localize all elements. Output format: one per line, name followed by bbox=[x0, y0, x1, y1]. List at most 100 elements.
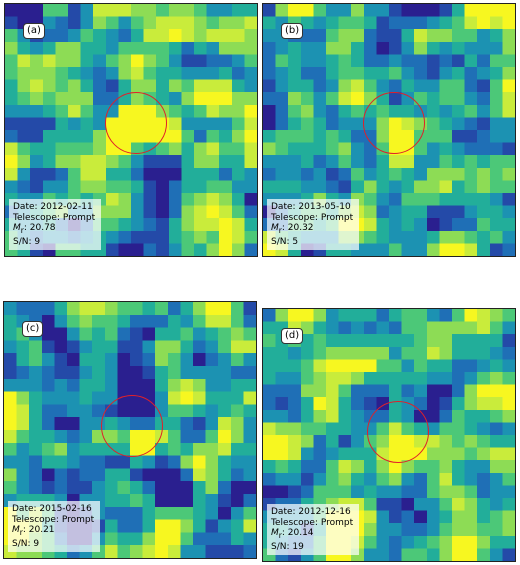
image-pixel bbox=[143, 79, 157, 93]
image-pixel bbox=[155, 494, 169, 508]
image-pixel bbox=[489, 535, 503, 549]
image-pixel bbox=[477, 321, 491, 335]
image-pixel bbox=[230, 366, 244, 380]
image-pixel bbox=[167, 494, 181, 508]
image-pixel bbox=[16, 391, 30, 405]
image-pixel bbox=[92, 391, 106, 405]
image-pixel bbox=[389, 180, 402, 194]
image-pixel bbox=[452, 167, 465, 181]
image-pixel bbox=[489, 104, 503, 118]
image-pixel bbox=[194, 243, 207, 256]
image-pixel bbox=[206, 193, 220, 206]
image-pixel bbox=[439, 29, 453, 43]
image-pixel bbox=[156, 41, 170, 55]
image-pixel bbox=[275, 92, 289, 106]
image-pixel bbox=[477, 142, 491, 156]
image-pixel bbox=[244, 180, 257, 194]
image-pixel bbox=[426, 523, 440, 537]
image-pixel bbox=[326, 29, 339, 43]
image-pixel bbox=[426, 104, 440, 118]
image-pixel bbox=[231, 167, 245, 181]
image-pixel bbox=[41, 366, 55, 380]
image-pixel bbox=[326, 397, 339, 411]
image-pixel bbox=[376, 309, 390, 322]
image-pixel bbox=[131, 41, 144, 55]
image-pixel bbox=[288, 309, 302, 322]
image-pixel bbox=[439, 346, 453, 360]
image-pixel bbox=[142, 519, 156, 533]
image-pixel bbox=[502, 472, 515, 486]
image-pixel bbox=[288, 117, 302, 131]
image-pixel bbox=[502, 104, 515, 118]
image-pixel bbox=[414, 41, 428, 55]
image-pixel bbox=[464, 243, 478, 256]
image-pixel bbox=[55, 104, 69, 118]
image-pixel bbox=[230, 481, 244, 495]
image-pixel bbox=[401, 359, 415, 373]
image-pixel bbox=[230, 302, 244, 316]
image-pixel bbox=[205, 366, 219, 380]
image-pixel bbox=[42, 4, 56, 17]
image-pixel bbox=[477, 155, 491, 169]
image-pixel bbox=[104, 353, 118, 367]
image-pixel bbox=[464, 4, 478, 17]
image-pixel bbox=[181, 4, 195, 17]
image-pixel bbox=[117, 353, 131, 367]
image-pixel bbox=[55, 16, 69, 30]
panel-tag: (d) bbox=[281, 328, 304, 344]
image-pixel bbox=[401, 79, 415, 93]
image-pixel bbox=[92, 481, 106, 495]
image-pixel bbox=[131, 193, 144, 206]
image-pixel bbox=[439, 472, 453, 486]
image-pixel bbox=[288, 372, 302, 385]
image-pixel bbox=[41, 404, 55, 418]
image-pixel bbox=[92, 353, 106, 367]
image-pixel bbox=[351, 180, 365, 194]
image-pixel bbox=[156, 79, 170, 93]
image-pixel bbox=[167, 302, 181, 316]
image-pixel bbox=[155, 468, 169, 482]
image-pixel bbox=[105, 54, 119, 68]
image-pixel bbox=[389, 472, 402, 486]
image-pixel bbox=[502, 79, 515, 93]
image-pixel bbox=[452, 205, 465, 219]
image-pixel bbox=[118, 16, 132, 30]
image-pixel bbox=[351, 422, 365, 436]
image-pixel bbox=[452, 384, 465, 398]
image-pixel bbox=[464, 193, 478, 206]
image-pixel bbox=[300, 309, 314, 322]
image-pixel bbox=[168, 230, 182, 244]
image-pixel bbox=[243, 468, 256, 482]
image-pixel bbox=[464, 117, 478, 131]
image-pixel bbox=[338, 321, 352, 335]
image-pixel bbox=[54, 314, 68, 328]
image-pixel bbox=[206, 54, 220, 68]
image-pixel bbox=[29, 455, 43, 469]
image-pixel bbox=[401, 205, 415, 219]
image-pixel bbox=[118, 155, 132, 169]
image-pixel bbox=[155, 340, 169, 354]
image-pixel bbox=[426, 167, 440, 181]
image-pixel bbox=[477, 4, 491, 17]
image-pixel bbox=[502, 535, 515, 549]
image-pixel bbox=[130, 340, 143, 354]
image-pixel bbox=[93, 41, 107, 55]
image-pixel bbox=[193, 468, 206, 482]
image-pixel bbox=[143, 67, 157, 80]
image-pixel bbox=[41, 442, 55, 456]
image-pixel bbox=[30, 117, 44, 131]
image-pixel bbox=[263, 384, 276, 398]
image-pixel bbox=[326, 167, 339, 181]
image-pixel bbox=[168, 205, 182, 219]
image-pixel bbox=[29, 340, 43, 354]
image-pixel bbox=[326, 321, 339, 335]
image-pixel bbox=[180, 468, 194, 482]
info-box: Date: 2015-02-16 Telescope: Prompt Mr: 2… bbox=[8, 501, 101, 552]
image-pixel bbox=[55, 41, 69, 55]
image-pixel bbox=[193, 340, 206, 354]
image-pixel bbox=[219, 29, 233, 43]
image-pixel bbox=[243, 455, 256, 469]
image-pixel bbox=[205, 302, 219, 316]
image-pixel bbox=[401, 16, 415, 30]
image-pixel bbox=[16, 417, 30, 431]
